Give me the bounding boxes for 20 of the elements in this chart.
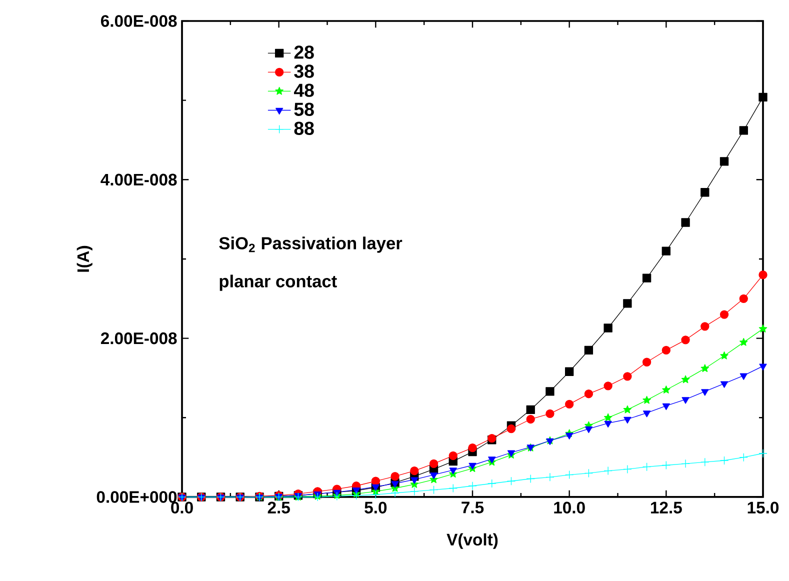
legend-label: 28 [294, 46, 314, 59]
x-tick-label: 10.0 [554, 502, 585, 514]
legend-label: 38 [294, 64, 314, 78]
x-tick-label: 2.5 [268, 502, 290, 514]
x-axis-title: V(volt) [446, 533, 498, 549]
x-tick-label: 15.0 [748, 502, 779, 514]
y-tick-label: 2.00E-008 [100, 332, 177, 344]
y-tick-label: 0.00E+000 [96, 491, 177, 503]
legend-label: 48 [294, 84, 314, 97]
annotation: SiO$_{2}$ Passivation layer [219, 236, 402, 253]
annotation: planar contact [220, 274, 337, 291]
y-axis-title: I(A) [76, 246, 92, 272]
legend-label: 88 [294, 122, 314, 135]
x-tick-label: 0.0 [171, 502, 193, 514]
y-tick-label: 4.00E-008 [100, 174, 177, 186]
x-tick-label: 12.5 [650, 502, 682, 514]
y-tick-label: 6.00E-008 [100, 15, 177, 27]
x-tick-label: 7.5 [462, 502, 484, 514]
x-tick-label: 5.0 [364, 502, 387, 514]
legend-label: 58 [294, 102, 314, 116]
